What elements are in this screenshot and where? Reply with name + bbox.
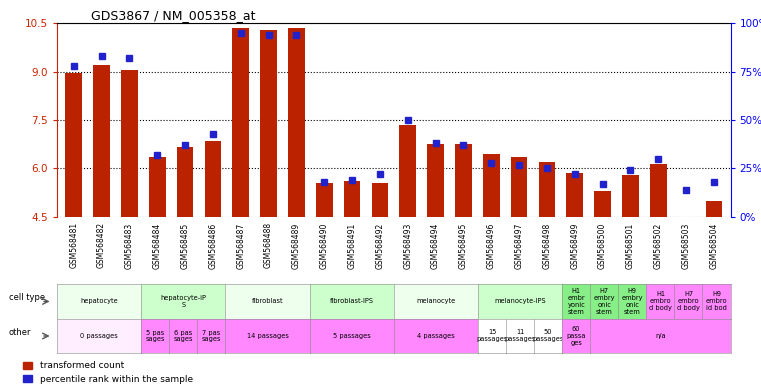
Text: GSM568503: GSM568503 [682, 222, 690, 269]
Text: GSM568486: GSM568486 [209, 222, 218, 268]
Text: H1
embr
yonic
stem: H1 embr yonic stem [568, 288, 585, 315]
Bar [260, 30, 277, 217]
Text: GSM568482: GSM568482 [97, 222, 106, 268]
Text: GSM568491: GSM568491 [348, 222, 357, 268]
Bar [232, 28, 249, 217]
Text: 11
passages: 11 passages [505, 329, 536, 343]
Text: GSM568497: GSM568497 [514, 222, 524, 269]
Text: GSM568496: GSM568496 [487, 222, 495, 269]
Bar [400, 125, 416, 217]
Text: melanocyte: melanocyte [416, 298, 456, 305]
Bar [344, 181, 361, 217]
Bar [121, 70, 138, 217]
Bar [455, 144, 472, 217]
Text: 5 pas
sages: 5 pas sages [145, 329, 165, 343]
Text: GSM568502: GSM568502 [654, 222, 663, 268]
Text: H9
embry
onic
stem: H9 embry onic stem [622, 288, 643, 315]
Text: 7 pas
sages: 7 pas sages [202, 329, 221, 343]
Bar [94, 65, 110, 217]
Bar [483, 154, 499, 217]
Text: 15
passages: 15 passages [476, 329, 508, 343]
Legend: transformed count, percentile rank within the sample: transformed count, percentile rank withi… [20, 358, 196, 384]
Bar [594, 191, 611, 217]
Text: H7
embry
onic
stem: H7 embry onic stem [594, 288, 615, 315]
Text: 0 passages: 0 passages [81, 333, 118, 339]
Bar [205, 141, 221, 217]
Bar [650, 164, 667, 217]
Bar [177, 147, 193, 217]
Text: GSM568485: GSM568485 [180, 222, 189, 268]
Text: H7
embro
d body: H7 embro d body [677, 291, 700, 311]
Text: other: other [8, 328, 31, 337]
Bar [622, 175, 638, 217]
Text: GSM568493: GSM568493 [403, 222, 412, 269]
Text: fibroblast-IPS: fibroblast-IPS [330, 298, 374, 305]
Text: 5 passages: 5 passages [333, 333, 371, 339]
Bar [539, 162, 556, 217]
Bar [316, 183, 333, 217]
Text: GSM568495: GSM568495 [459, 222, 468, 269]
Bar [427, 144, 444, 217]
Text: GSM568490: GSM568490 [320, 222, 329, 269]
Text: 60
passa
ges: 60 passa ges [566, 326, 586, 346]
Bar [511, 157, 527, 217]
Text: 50
passages: 50 passages [533, 329, 564, 343]
Bar [566, 173, 583, 217]
Text: GSM568483: GSM568483 [125, 222, 134, 268]
Text: H1
embro
d body: H1 embro d body [649, 291, 672, 311]
Text: GSM568498: GSM568498 [543, 222, 552, 268]
Bar [288, 28, 304, 217]
Bar [705, 201, 722, 217]
Text: GSM568499: GSM568499 [570, 222, 579, 269]
Text: fibroblast: fibroblast [252, 298, 283, 305]
Text: H9
embro
id bod: H9 embro id bod [705, 291, 728, 311]
Bar [65, 73, 82, 217]
Text: GSM568487: GSM568487 [236, 222, 245, 268]
Text: cell type: cell type [8, 293, 45, 303]
Text: GSM568481: GSM568481 [69, 222, 78, 268]
Bar [149, 157, 166, 217]
Text: hepatocyte-iP
S: hepatocyte-iP S [161, 295, 206, 308]
Text: 14 passages: 14 passages [247, 333, 288, 339]
Text: melanocyte-IPS: melanocyte-IPS [495, 298, 546, 305]
Text: 4 passages: 4 passages [417, 333, 455, 339]
Text: GSM568504: GSM568504 [709, 222, 718, 269]
Text: GSM568492: GSM568492 [375, 222, 384, 268]
Bar [371, 183, 388, 217]
Text: hepatocyte: hepatocyte [81, 298, 118, 305]
Text: GSM568488: GSM568488 [264, 222, 273, 268]
Text: GSM568484: GSM568484 [153, 222, 162, 268]
Text: GSM568489: GSM568489 [292, 222, 301, 268]
Text: GSM568501: GSM568501 [626, 222, 635, 268]
Text: GDS3867 / NM_005358_at: GDS3867 / NM_005358_at [91, 9, 255, 22]
Text: GSM568494: GSM568494 [431, 222, 440, 269]
Text: GSM568500: GSM568500 [598, 222, 607, 269]
Text: n/a: n/a [655, 333, 666, 339]
Text: 6 pas
sages: 6 pas sages [174, 329, 193, 343]
